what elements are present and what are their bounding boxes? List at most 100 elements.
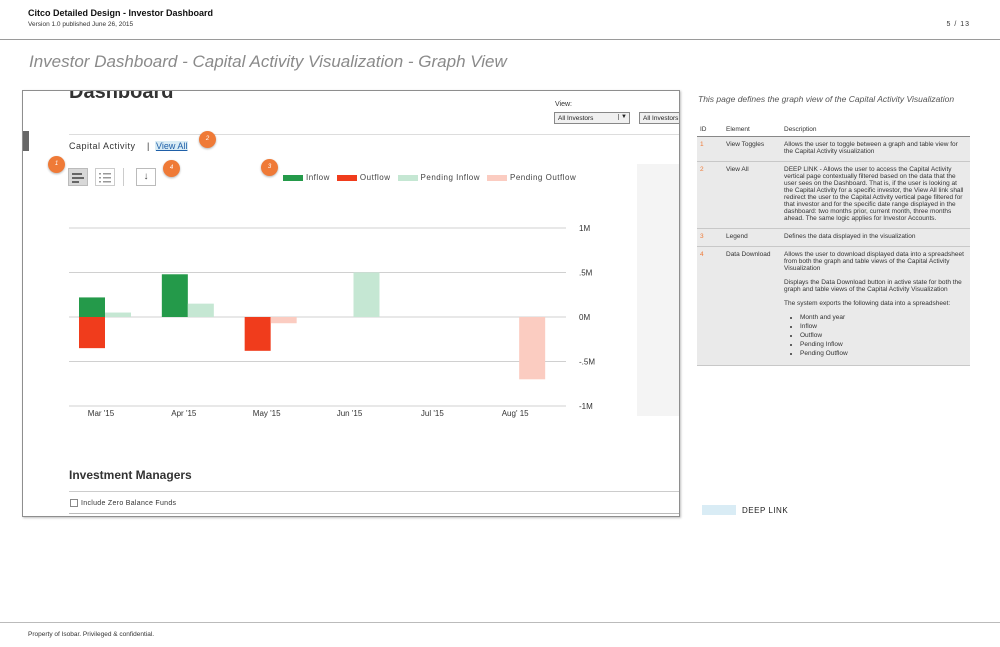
y-tick-label: 1M — [579, 224, 590, 233]
row-element: Legend — [723, 228, 781, 247]
bar-pending-outflow — [519, 317, 546, 380]
footer-text: Property of Isobar. Privileged & confide… — [28, 631, 155, 638]
dashboard-mockup: Dashboard View: All Investors ▼ All Inve… — [22, 90, 680, 517]
bar-pending-outflow — [270, 317, 297, 324]
bar-inflow — [161, 274, 188, 317]
capital-activity-label: Capital Activity — [69, 141, 136, 151]
chevron-down-icon: ▼ — [618, 114, 627, 120]
legend-swatch-outflow — [336, 174, 357, 181]
bar-pending-inflow — [187, 303, 214, 317]
toolbar-divider — [123, 168, 124, 186]
legend-label-pending-outflow: Pending Outflow — [510, 173, 577, 182]
page-heading: Investor Dashboard - Capital Activity Vi… — [29, 52, 507, 71]
callout-badge-1: 1 — [48, 156, 65, 173]
bar-chart-icon — [72, 173, 84, 183]
legend-swatch-pending-outflow — [487, 174, 508, 181]
legend-label-pending-inflow: Pending Inflow — [420, 173, 481, 182]
side-panel — [637, 164, 679, 416]
bar-pending-inflow — [105, 312, 131, 317]
side-marker — [23, 131, 29, 151]
data-download-button[interactable]: ↓ — [136, 168, 156, 186]
section-divider — [69, 134, 679, 135]
description-table: ID Element Description 1 View Toggles Al… — [697, 122, 970, 366]
legend-item-pending-outflow: Pending Outflow — [487, 173, 576, 182]
account-select-value: All Investors — [643, 115, 679, 122]
document-version: Version 1.0 published June 26, 2015 — [28, 21, 134, 28]
row-description: Allows the user to download displayed da… — [781, 246, 970, 366]
account-select[interactable]: All Investors — [639, 112, 679, 124]
footer-divider — [0, 622, 1000, 623]
callout-badge-2: 2 — [199, 131, 216, 148]
table-row: 3 Legend Defines the data displayed in t… — [697, 228, 970, 247]
list-item: Pending Inflow — [800, 341, 967, 348]
legend-item-inflow: Inflow — [283, 173, 330, 182]
col-description: Description — [781, 122, 970, 137]
bar-inflow — [79, 297, 105, 317]
y-tick-label: -.5M — [579, 358, 595, 367]
page-number: 5 / 13 — [946, 21, 970, 28]
include-zero-balance-row: Include Zero Balance Funds — [70, 499, 176, 507]
callout-badge-4: 4 — [163, 160, 180, 177]
x-tick-label: Jun '15 — [337, 409, 363, 418]
bar-pending-inflow — [353, 272, 380, 317]
header-divider — [0, 39, 1000, 40]
deep-link-legend-label: DEEP LINK — [742, 506, 789, 515]
legend-label-inflow: Inflow — [306, 173, 330, 182]
legend-item-outflow: Outflow — [336, 173, 391, 182]
x-tick-label: Jul '15 — [421, 409, 444, 418]
legend-swatch-inflow — [283, 174, 303, 181]
col-element: Element — [723, 122, 781, 137]
chart-legend: Inflow Outflow Pending Inflow Pending Ou… — [283, 173, 583, 182]
row-element: View All — [723, 161, 781, 229]
dashboard-title: Dashboard — [69, 90, 174, 103]
export-list: Month and year Inflow Outflow Pending In… — [784, 314, 967, 357]
row-element: Data Download — [723, 246, 781, 366]
row-description-p3: The system exports the following data in… — [784, 300, 951, 307]
col-id: ID — [697, 122, 723, 137]
legend-swatch-pending-inflow — [397, 174, 418, 181]
row-id: 2 — [697, 161, 723, 229]
row-description-p2: Displays the Data Download button in act… — [784, 279, 962, 293]
list-item: Month and year — [800, 314, 967, 321]
legend-item-pending-inflow: Pending Inflow — [397, 173, 481, 182]
view-all-link[interactable]: View All — [155, 141, 189, 151]
table-row: 2 View All DEEP LINK - Allows the user t… — [697, 161, 970, 229]
row-id: 1 — [697, 136, 723, 162]
row-element: View Toggles — [723, 136, 781, 162]
table-row: 4 Data Download Allows the user to downl… — [697, 246, 970, 366]
document-title: Citco Detailed Design - Investor Dashboa… — [28, 8, 214, 18]
download-icon: ↓ — [143, 171, 149, 182]
x-tick-label: Apr '15 — [171, 409, 197, 418]
section-divider — [69, 491, 679, 492]
view-label: View: — [555, 101, 572, 108]
x-tick-label: May '15 — [253, 409, 281, 418]
y-tick-label: .5M — [579, 269, 593, 278]
legend-label-outflow: Outflow — [359, 173, 391, 182]
bar-outflow — [244, 317, 271, 351]
row-description: Allows the user to toggle between a grap… — [781, 136, 970, 162]
deep-link-swatch — [702, 505, 736, 515]
bar-outflow — [79, 317, 105, 349]
include-zero-balance-label: Include Zero Balance Funds — [81, 499, 177, 507]
row-description: Defines the data displayed in the visual… — [781, 228, 970, 247]
x-tick-label: Mar '15 — [88, 409, 115, 418]
capital-activity-chart: 1M .5M 0M -.5M -1M Mar '15 Apr '15 May '15 Jun '… — [69, 224, 595, 418]
table-view-toggle[interactable] — [95, 168, 115, 186]
row-id: 3 — [697, 228, 723, 247]
description-intro: This page defines the graph view of the … — [698, 94, 955, 104]
callout-badge-3: 3 — [261, 159, 278, 176]
y-tick-label: -1M — [579, 402, 593, 411]
graph-view-toggle[interactable] — [68, 168, 88, 186]
investor-select-value: All Investors — [558, 115, 594, 122]
row-description-p1: Allows the user to download displayed da… — [784, 251, 964, 272]
investment-managers-title: Investment Managers — [69, 468, 192, 482]
x-tick-label: Aug' 15 — [502, 409, 529, 418]
investor-select[interactable]: All Investors ▼ — [554, 112, 630, 124]
y-tick-label: 0M — [579, 313, 590, 322]
list-item: Pending Outflow — [800, 350, 967, 357]
title-separator: | — [147, 141, 150, 151]
row-description: DEEP LINK - Allows the user to access th… — [781, 161, 970, 229]
table-row: 1 View Toggles Allows the user to toggle… — [697, 136, 970, 162]
row-id: 4 — [697, 246, 723, 366]
include-zero-balance-checkbox[interactable] — [70, 499, 78, 507]
